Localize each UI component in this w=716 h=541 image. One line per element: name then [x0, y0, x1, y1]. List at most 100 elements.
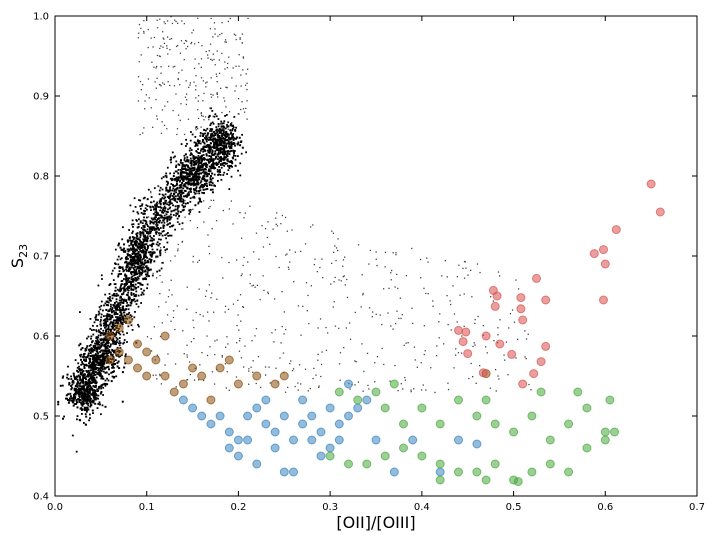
green-point: [362, 459, 372, 469]
black-point: [246, 82, 248, 84]
black-point: [201, 178, 204, 180]
black-point: [222, 153, 225, 156]
black-point: [96, 357, 99, 359]
black-point: [119, 303, 122, 306]
black-point: [265, 374, 267, 376]
black-point: [155, 204, 158, 206]
black-point: [185, 138, 187, 141]
black-point: [99, 356, 102, 359]
black-point: [96, 339, 99, 341]
black-point: [102, 350, 105, 352]
black-point: [137, 263, 140, 266]
black-point: [232, 126, 235, 129]
black-point: [223, 126, 226, 129]
black-point: [118, 270, 121, 273]
black-point: [180, 186, 183, 189]
black-density-layer: [57, 16, 532, 453]
black-point: [185, 178, 188, 181]
black-point: [178, 180, 181, 183]
black-point: [349, 388, 351, 390]
black-point: [420, 277, 422, 279]
black-point: [196, 140, 199, 142]
black-point: [427, 293, 429, 295]
black-point: [168, 215, 171, 218]
black-point: [138, 325, 140, 328]
black-point: [249, 205, 251, 207]
black-point: [159, 219, 161, 222]
black-point: [463, 325, 465, 327]
black-point: [193, 180, 196, 183]
black-point: [177, 204, 180, 207]
black-point: [185, 80, 187, 82]
black-point: [138, 32, 140, 34]
brown-point: [160, 331, 170, 341]
black-point: [293, 281, 295, 283]
black-point: [400, 317, 402, 320]
black-point: [217, 163, 219, 165]
red-point: [599, 245, 608, 255]
black-point: [176, 201, 178, 204]
black-point: [95, 376, 98, 379]
black-point: [119, 295, 122, 298]
black-point: [83, 359, 85, 361]
black-point: [136, 255, 139, 258]
black-point: [210, 58, 212, 60]
black-point: [76, 366, 79, 369]
black-point: [494, 369, 497, 371]
black-point: [127, 304, 130, 307]
black-point: [121, 279, 124, 282]
black-point: [122, 250, 125, 253]
black-point: [183, 159, 186, 161]
black-point: [139, 234, 142, 237]
black-point: [162, 37, 164, 39]
black-point: [197, 148, 199, 150]
black-point: [231, 134, 234, 137]
y-tick-label: 0.9: [33, 92, 49, 103]
black-point: [226, 139, 229, 142]
black-point: [159, 293, 161, 295]
black-point: [192, 184, 195, 187]
black-point: [185, 145, 187, 147]
blue-point: [353, 403, 363, 413]
black-point: [143, 213, 146, 215]
black-point: [142, 251, 145, 254]
black-point: [108, 310, 111, 312]
black-point: [118, 337, 121, 339]
black-point: [338, 327, 340, 329]
black-point: [94, 402, 97, 405]
black-point: [219, 123, 221, 125]
black-point: [119, 317, 122, 319]
black-point: [129, 236, 132, 239]
black-point: [162, 46, 164, 48]
black-point: [212, 36, 214, 38]
black-point: [196, 168, 198, 171]
black-point: [457, 352, 460, 354]
black-point: [107, 379, 110, 382]
black-point: [89, 413, 91, 416]
black-point: [130, 255, 132, 257]
black-point: [116, 309, 119, 311]
black-point: [103, 315, 105, 317]
black-point: [67, 393, 70, 396]
black-point: [120, 312, 123, 315]
black-point: [97, 284, 100, 287]
black-point: [124, 353, 127, 356]
black-point: [141, 231, 144, 233]
black-point: [139, 283, 142, 286]
black-point: [238, 340, 241, 342]
black-point: [118, 289, 120, 292]
black-point: [188, 86, 190, 88]
black-point: [156, 201, 159, 204]
black-point: [211, 151, 214, 154]
black-point: [187, 118, 190, 120]
colored-points-layer: [105, 179, 665, 487]
black-point: [177, 163, 180, 166]
black-point: [197, 109, 199, 111]
black-point: [255, 382, 257, 385]
black-point: [93, 362, 96, 365]
black-point: [149, 251, 152, 253]
black-point: [157, 214, 160, 216]
black-point: [221, 354, 223, 357]
red-point: [492, 291, 502, 301]
black-point: [225, 146, 228, 149]
